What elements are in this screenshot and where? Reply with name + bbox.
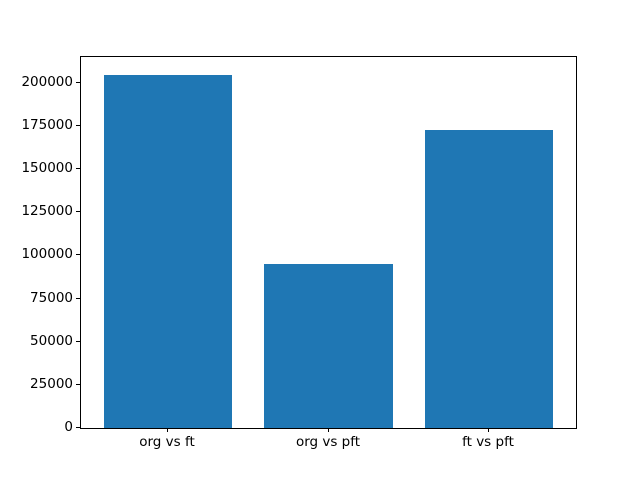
x-tick-label: ft vs pft xyxy=(462,434,514,450)
y-tick-mark xyxy=(76,298,80,299)
bar-ft-vs-pft xyxy=(424,129,554,428)
x-tick-label: org vs pft xyxy=(295,434,361,450)
y-tick-label: 0 xyxy=(64,419,73,435)
y-tick-label: 100000 xyxy=(21,246,73,262)
y-tick-label: 150000 xyxy=(21,160,73,176)
bar-org-vs-pft xyxy=(264,263,393,428)
x-tick-mark xyxy=(328,428,329,432)
y-tick-mark xyxy=(76,125,80,126)
y-tick-label: 75000 xyxy=(30,290,73,306)
y-tick-mark xyxy=(76,82,80,83)
y-tick-label: 175000 xyxy=(21,117,73,133)
x-tick-mark xyxy=(167,428,168,432)
y-tick-mark xyxy=(76,254,80,255)
x-tick-label: org vs ft xyxy=(139,434,195,450)
y-tick-label: 25000 xyxy=(30,376,73,392)
y-tick-mark xyxy=(76,384,80,385)
y-tick-mark xyxy=(76,211,80,212)
plot-area xyxy=(80,56,577,429)
y-tick-label: 200000 xyxy=(21,74,73,90)
y-tick-mark xyxy=(76,341,80,342)
y-tick-label: 125000 xyxy=(21,203,73,219)
x-tick-mark xyxy=(488,428,489,432)
bar-org-vs-ft xyxy=(103,74,233,428)
y-tick-mark xyxy=(76,427,80,428)
y-tick-label: 50000 xyxy=(30,333,73,349)
y-tick-mark xyxy=(76,168,80,169)
